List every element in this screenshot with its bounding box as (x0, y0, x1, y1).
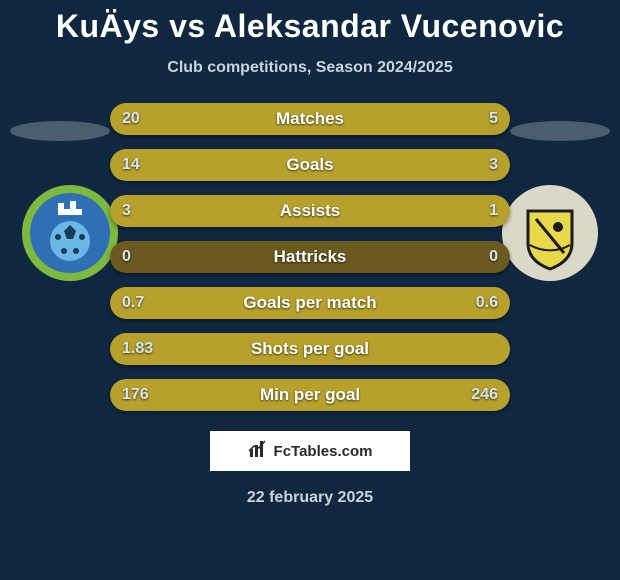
page-title: KuÄys vs Aleksandar Vucenovic (0, 0, 620, 45)
stat-row: Matches20 5 (110, 103, 510, 135)
stat-row: Goals per match0.7 0.6 (110, 287, 510, 319)
player-right-shadow (510, 121, 610, 141)
stat-value-right: 0.6 (476, 287, 498, 319)
comparison-area: Matches205Goals143Assists31Hattricks00Go… (0, 103, 620, 413)
chart-icon (248, 439, 268, 463)
stat-value-right: 1 (489, 195, 498, 227)
stat-label: Assists (110, 195, 510, 227)
stat-label: Shots per goal (110, 333, 510, 365)
stat-value-left: 0 (122, 241, 131, 273)
stat-label: Min per goal (110, 379, 510, 411)
branding-label: FcTables.com (274, 443, 373, 460)
stat-value-left: 1.83 (122, 333, 153, 365)
stat-value-right: 0 (489, 241, 498, 273)
stat-value-left: 14 (122, 149, 140, 181)
stat-value-left: 3 (122, 195, 131, 227)
stat-label: Goals per match (110, 287, 510, 319)
stat-value-right: 246 (471, 379, 498, 411)
stat-label: Matches (110, 103, 510, 135)
stat-label: Goals (110, 149, 510, 181)
club-badge-right (500, 183, 600, 283)
stat-row: Hattricks0 0 (110, 241, 510, 273)
stat-bars: Matches205Goals143Assists31Hattricks00Go… (110, 103, 510, 425)
stat-row: Min per goal176 246 (110, 379, 510, 411)
stat-value-right: 5 (489, 103, 498, 135)
stat-value-left: 176 (122, 379, 149, 411)
stat-value-left: 0.7 (122, 287, 144, 319)
stat-value-left: 20 (122, 103, 140, 135)
stat-row: Goals14 3 (110, 149, 510, 181)
stat-row: Shots per goal1.83 (110, 333, 510, 365)
branding-box: FcTables.com (210, 431, 410, 471)
stat-value-right: 3 (489, 149, 498, 181)
subtitle: Club competitions, Season 2024/2025 (0, 59, 620, 77)
date-label: 22 february 2025 (0, 489, 620, 507)
stat-label: Hattricks (110, 241, 510, 273)
stat-row: Assists3 1 (110, 195, 510, 227)
player-left-shadow (10, 121, 110, 141)
club-badge-left (20, 183, 120, 283)
